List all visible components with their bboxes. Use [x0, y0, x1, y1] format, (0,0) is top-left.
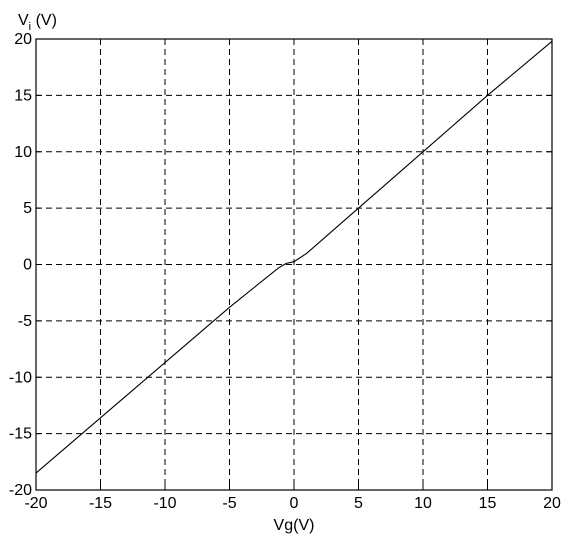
- ticks: [35, 38, 553, 491]
- y-tick-label: -15: [9, 426, 32, 443]
- x-tick-label: 10: [414, 495, 432, 512]
- y-tick-label: 0: [23, 257, 32, 274]
- y-tick-labels: -20 -15 -10 -5 0 5 10 15 20: [9, 31, 32, 499]
- y-tick-label: 20: [14, 31, 32, 48]
- y-axis-label-unit: (V): [31, 12, 57, 29]
- y-axis-label-sub: i: [29, 21, 31, 33]
- y-axis-label: Vi (V): [18, 12, 57, 33]
- x-tick-labels: -20 -15 -10 -5 0 5 10 15 20: [24, 495, 561, 512]
- x-tick-label: -15: [89, 495, 112, 512]
- x-tick-label: -20: [24, 495, 47, 512]
- y-tick-label: 5: [23, 200, 32, 217]
- x-axis-label: Vg(V): [274, 517, 315, 534]
- y-tick-label: 10: [14, 144, 32, 161]
- x-tick-label: 5: [354, 495, 363, 512]
- x-tick-label: 15: [479, 495, 497, 512]
- y-tick-label: 15: [14, 87, 32, 104]
- y-axis-label-main: V: [18, 12, 29, 29]
- x-tick-label: -10: [153, 495, 176, 512]
- x-tick-label: -5: [222, 495, 236, 512]
- x-tick-label: 0: [290, 495, 299, 512]
- y-tick-label: -5: [18, 313, 32, 330]
- y-tick-label: -10: [9, 369, 32, 386]
- x-tick-label: 20: [543, 495, 561, 512]
- series-line: [35, 40, 553, 474]
- series-group: [35, 40, 553, 474]
- grid: [36, 39, 552, 490]
- y-tick-label: -20: [9, 482, 32, 499]
